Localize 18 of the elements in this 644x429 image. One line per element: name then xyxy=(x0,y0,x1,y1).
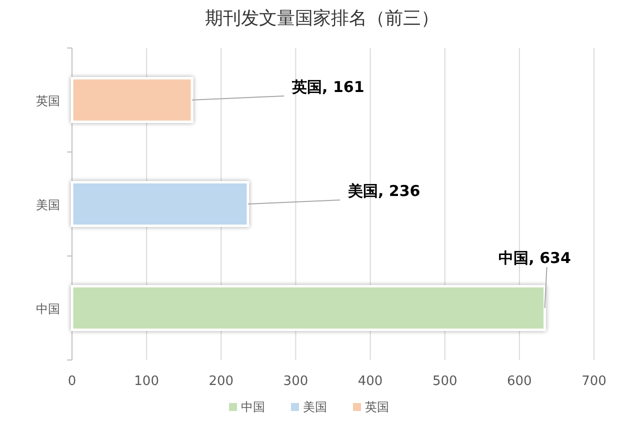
x-tick-label: 300 xyxy=(283,374,308,389)
legend-label: 中国 xyxy=(241,400,265,414)
data-label: 英国, 161 xyxy=(291,78,364,96)
legend-label: 美国 xyxy=(303,400,327,414)
y-tick-label: 美国 xyxy=(36,198,60,212)
x-tick-label: 400 xyxy=(358,374,383,389)
x-tick-label: 200 xyxy=(208,374,234,389)
x-tick-label: 100 xyxy=(134,374,159,389)
x-tick-label: 700 xyxy=(582,374,606,389)
x-tick-label: 600 xyxy=(507,374,532,389)
y-tick-label: 中国 xyxy=(36,302,60,316)
legend-label: 英国 xyxy=(365,400,389,414)
y-tick-label: 英国 xyxy=(36,94,60,108)
x-tick-label: 0 xyxy=(68,374,76,389)
data-label: 美国, 236 xyxy=(346,182,420,200)
chart-title: 期刊发文量国家排名（前三） xyxy=(205,8,439,29)
x-tick-label: 500 xyxy=(432,374,458,389)
data-label: 中国, 634 xyxy=(498,249,571,267)
